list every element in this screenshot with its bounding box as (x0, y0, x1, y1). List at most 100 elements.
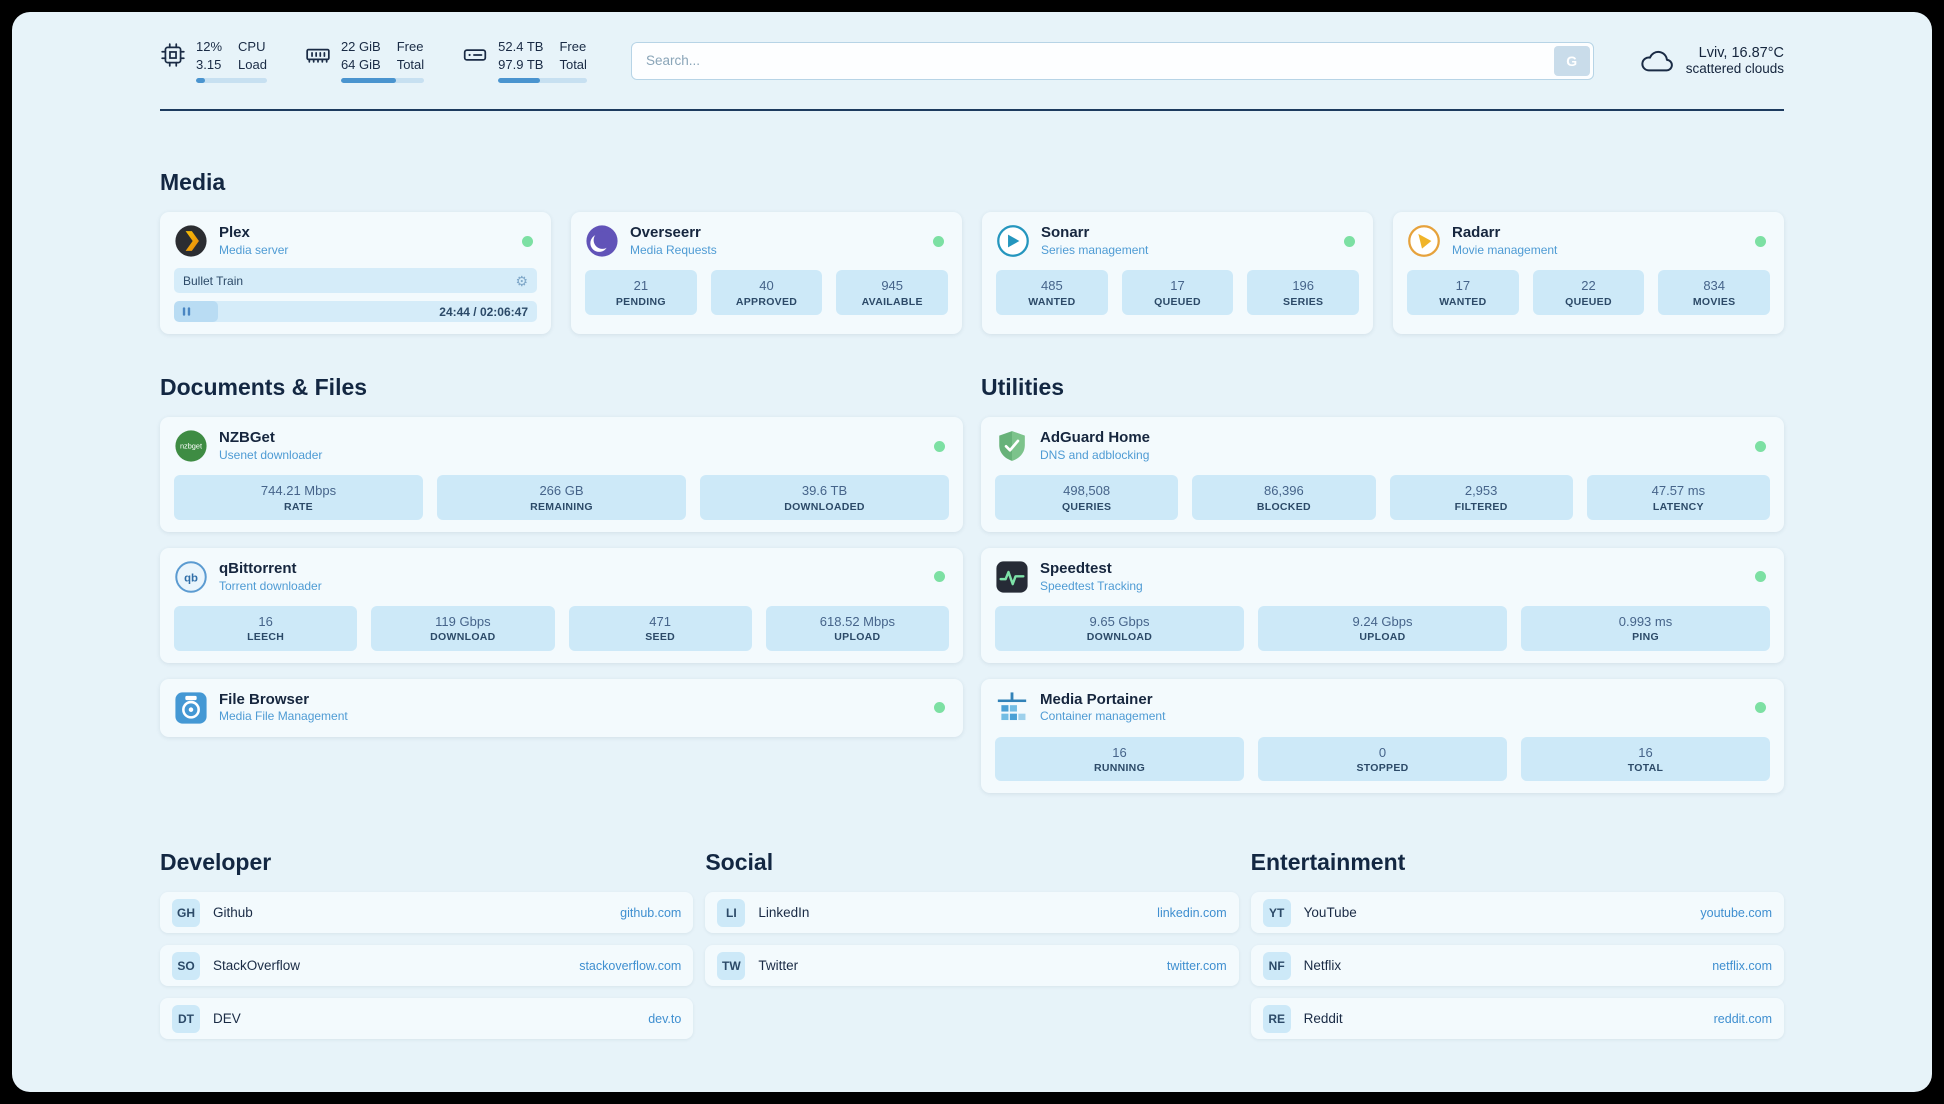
playback-progress-bar[interactable]: 24:44 / 02:06:47 (174, 301, 537, 323)
bookmark-youtube[interactable]: YT YouTube youtube.com (1250, 892, 1784, 934)
ram-value-col: 22 GiB 64 GiB (341, 38, 381, 73)
stat-value: 21 (633, 278, 649, 294)
bookmark-netflix[interactable]: NF Netflix netflix.com (1250, 945, 1784, 987)
stat-box: 618.52 Mbps UPLOAD (765, 605, 949, 651)
stat-value: 471 (649, 613, 671, 629)
search-bar: G (630, 41, 1594, 80)
stat-value: 86,396 (1263, 483, 1304, 499)
plex-icon (174, 224, 208, 258)
section-title-documents: Documents & Files (160, 374, 368, 401)
portainer-icon (995, 691, 1029, 725)
ram-free-label: Free (396, 39, 424, 54)
cloud-icon (1638, 47, 1676, 75)
bookmark-reddit[interactable]: RE Reddit reddit.com (1250, 998, 1784, 1040)
bookmark-dev[interactable]: DT DEV dev.to (160, 998, 694, 1040)
app-card-portainer[interactable]: Media Portainer Container management 16 … (981, 678, 1784, 794)
app-names: File Browser Media File Management (219, 691, 348, 725)
app-card-overseerr[interactable]: Overseerr Media Requests 21 PENDING 40 A… (571, 212, 962, 335)
stat-value: 485 (1040, 278, 1063, 294)
stats-row: 16 LEECH 119 Gbps DOWNLOAD 471 SEED (174, 605, 949, 651)
app-card-sonarr[interactable]: Sonarr Series management 485 WANTED 17 Q… (982, 212, 1373, 335)
stat-label: PING (1632, 631, 1659, 644)
system-stats: 12% 3.15 CPU Load (160, 38, 587, 84)
app-subtitle: Series management (1041, 242, 1149, 257)
stat-box: 9.24 Gbps UPLOAD (1258, 605, 1507, 651)
app-card-radarr[interactable]: Radarr Movie management 17 WANTED 22 QUE… (1393, 212, 1784, 335)
app-card-adguard[interactable]: AdGuard Home DNS and adblocking 498,508 … (981, 417, 1784, 532)
documents-column: Documents & Files nzbget (160, 374, 963, 737)
stat-value: 196 (1292, 278, 1315, 294)
bookmark-github[interactable]: GH Github github.com (160, 892, 694, 934)
stat-box: 16 LEECH (174, 605, 358, 651)
app-names: Overseerr Media Requests (630, 224, 717, 258)
speedtest-icon (995, 560, 1029, 594)
bookmark-linkedin[interactable]: LI LinkedIn linkedin.com (705, 892, 1239, 934)
app-subtitle: Media File Management (219, 709, 348, 724)
stat-value: 39.6 TB (801, 483, 848, 499)
bookmark-url: twitter.com (1166, 958, 1227, 973)
stat-value: 17 (1170, 278, 1185, 294)
stat-label: LEECH (247, 631, 285, 644)
stat-value: 16 (1112, 744, 1127, 760)
ram-free-value: 22 GiB (340, 39, 381, 54)
status-dot (1755, 702, 1766, 714)
section-title-social: Social (705, 849, 774, 876)
stat-label: DOWNLOAD (430, 631, 496, 644)
stat-box: 2,953 FILTERED (1389, 475, 1573, 520)
app-name: File Browser (219, 690, 310, 708)
documents-card-stack: nzbget NZBGet Usenet downloader 74 (160, 417, 963, 737)
status-dot (1755, 235, 1766, 247)
stat-value: 945 (881, 278, 904, 294)
app-name: AdGuard Home (1040, 429, 1151, 447)
app-card-speedtest[interactable]: Speedtest Speedtest Tracking 9.65 Gbps D… (981, 547, 1784, 663)
app-names: Sonarr Series management (1041, 224, 1148, 258)
stats-row: 498,508 QUERIES 86,396 BLOCKED 2,953 FIL… (995, 475, 1770, 520)
cpu-icon (160, 42, 186, 68)
stat-value: 16 (1638, 744, 1653, 760)
disk-progress-fill (498, 78, 540, 84)
bookmark-twitter[interactable]: TW Twitter twitter.com (705, 945, 1239, 987)
stat-value: 266 GB (539, 483, 584, 499)
app-names: NZBGet Usenet downloader (219, 429, 322, 463)
stat-label: RATE (283, 500, 313, 513)
card-header: AdGuard Home DNS and adblocking (995, 429, 1770, 463)
stat-value: 618.52 Mbps (819, 613, 895, 629)
app-names: Plex Media server (219, 224, 288, 258)
stat-label: APPROVED (735, 295, 798, 308)
search-input[interactable] (630, 41, 1594, 80)
status-dot (1755, 440, 1766, 452)
stat-box: 9.65 Gbps DOWNLOAD (995, 605, 1244, 651)
stat-box: 266 GB REMAINING (437, 475, 686, 520)
bookmark-name: YouTube (1303, 905, 1357, 921)
disk-value-col: 52.4 TB 97.9 TB (498, 38, 543, 73)
section-title-media: Media (160, 169, 226, 196)
pause-icon[interactable] (181, 306, 192, 317)
app-card-filebrowser[interactable]: File Browser Media File Management (160, 678, 963, 737)
bookmark-stackoverflow[interactable]: SO StackOverflow stackoverflow.com (160, 945, 694, 987)
filebrowser-icon (174, 691, 208, 725)
utilities-column: Utilities (981, 374, 1784, 794)
stat-label: FILTERED (1454, 500, 1508, 513)
app-subtitle: Movie management (1452, 242, 1558, 257)
cpu-value-col: 12% 3.15 (196, 38, 222, 73)
developer-links: GH Github github.com SO StackOverflow st… (160, 892, 694, 1040)
app-name: Speedtest (1040, 559, 1112, 577)
app-subtitle: Torrent downloader (219, 578, 322, 593)
bookmarks-area: Developer GH Github github.com SO StackO… (160, 849, 1784, 1079)
now-playing-row: Bullet Train ⚙ (174, 268, 537, 294)
app-card-nzbget[interactable]: nzbget NZBGet Usenet downloader 74 (160, 417, 963, 532)
bookmark-url: stackoverflow.com (579, 958, 682, 973)
app-card-plex[interactable]: Plex Media server Bullet Train ⚙ 24:4 (160, 212, 551, 335)
social-column: Social LI LinkedIn linkedin.com TW Twitt… (705, 849, 1239, 987)
cpu-load-label: Load (238, 56, 267, 72)
bookmark-url: dev.to (648, 1011, 682, 1026)
stat-box: 498,508 QUERIES (995, 475, 1179, 520)
app-names: Radarr Movie management (1452, 224, 1557, 258)
search-engine-button[interactable]: G (1553, 45, 1590, 76)
app-card-qbittorrent[interactable]: qb qBittorrent Torrent downloader (160, 547, 963, 663)
entertainment-column: Entertainment YT YouTube youtube.com NF … (1250, 849, 1784, 1040)
gear-icon[interactable]: ⚙ (515, 272, 528, 289)
disk-free-label: Free (559, 39, 587, 54)
bookmark-name: StackOverflow (213, 958, 301, 974)
app-subtitle: DNS and adblocking (1040, 447, 1150, 462)
